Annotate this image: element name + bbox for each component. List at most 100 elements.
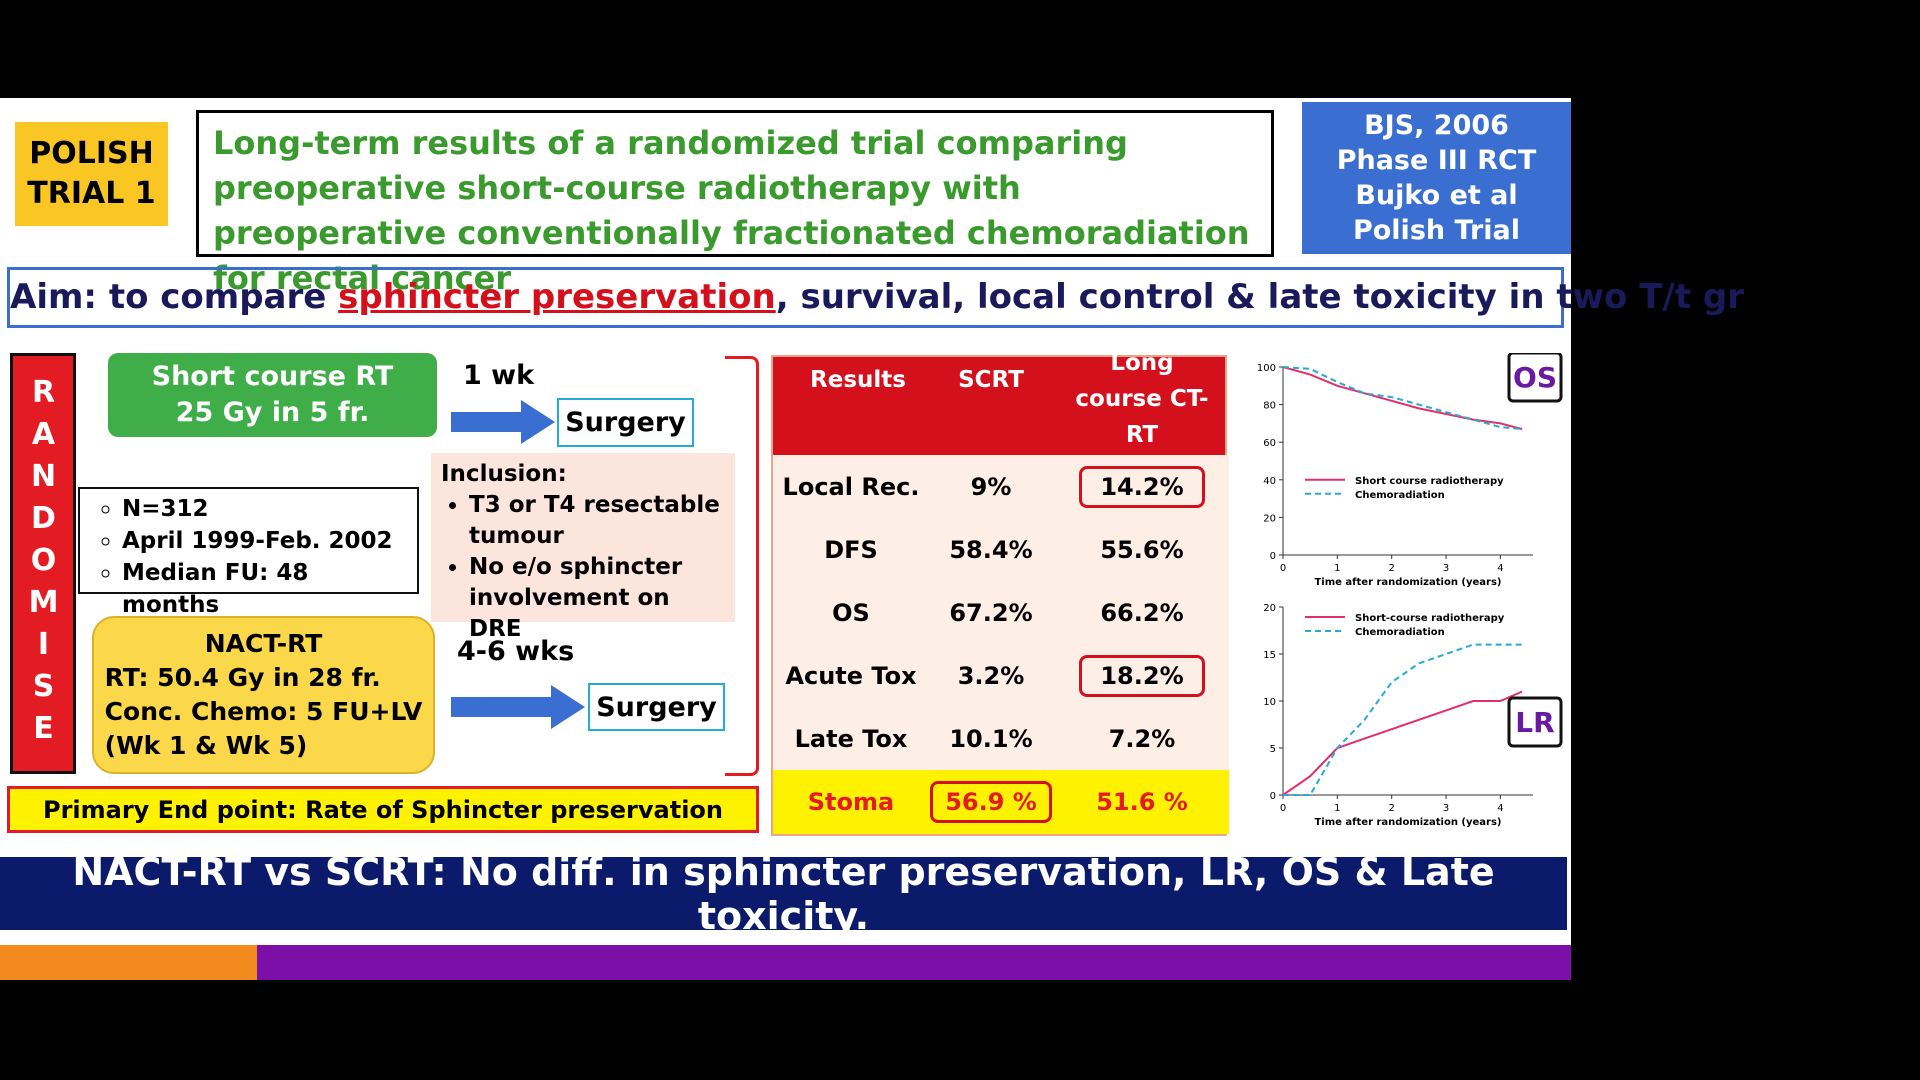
y-tick-label: 20 — [1263, 513, 1276, 524]
title: Long-term results of a randomized trial … — [196, 110, 1274, 297]
arm2: NACT-RT RT: 50.4 Gy in 28 fr. Conc. Chemo:… — [92, 616, 435, 774]
arm-line: (Wk 1 & Wk 5) — [104, 731, 308, 760]
y-tick-label: 60 — [1263, 438, 1276, 449]
os-chart: 0 20 40 60 80 100 0 1 2 3 4 Time after randomizatio… — [1257, 353, 1563, 588]
y-tick-label: 20 — [1263, 603, 1276, 614]
aim-text: , survival, local control & late toxicit… — [775, 277, 1745, 317]
legend-label: Chemoradiation — [1355, 627, 1445, 638]
randomise: RANDOMISE — [10, 353, 76, 774]
table-cell: 10.1% — [949, 724, 1033, 753]
inclusion-item: T3 or T4 resectable tumour — [469, 490, 725, 552]
slide: POLISH TRIAL 1 Long-term results of a ran… — [0, 98, 1744, 980]
y-tick-label: 15 — [1263, 650, 1276, 661]
population-item: April 1999-Feb. 2002 — [122, 525, 409, 557]
progress-bar — [257, 945, 1571, 980]
arrow-shape — [451, 400, 555, 444]
population-item: N=312 — [122, 493, 409, 525]
inclusion-item: No e/o sphincter involvement on DRE — [469, 552, 725, 645]
badge: POLISH TRIAL 1 — [15, 122, 168, 226]
x-axis-label: Time after randomization (years) — [1314, 817, 1501, 828]
arrow-shape — [451, 685, 585, 729]
y-tick-label: 10 — [1263, 697, 1276, 708]
series-line — [1282, 366, 1523, 431]
y-tick-label: 0 — [1270, 551, 1276, 562]
table-cell: 58.4% — [949, 535, 1033, 564]
table-cell: 3.2% — [957, 661, 1025, 690]
header-cell: Long course CT-RT — [1075, 350, 1209, 448]
x-tick-label: 2 — [1389, 563, 1395, 574]
surgery: Surgery — [557, 398, 694, 447]
arm-line: 25 Gy in 5 fr. — [175, 397, 370, 428]
table-cell: Acute Tox — [785, 661, 917, 690]
badge-line: TRIAL 1 — [27, 176, 156, 211]
table-cell: DFS — [824, 535, 878, 564]
y-tick-label: 0 — [1270, 791, 1276, 802]
x-tick-label: 3 — [1443, 803, 1449, 814]
source-line: Phase III RCT — [1336, 145, 1537, 176]
legend-label: Chemoradiation — [1355, 490, 1445, 501]
x-tick-label: 1 — [1334, 803, 1340, 814]
lr-chart: 0 5 10 15 20 0 1 2 3 4 Time after randomization (y… — [1263, 603, 1563, 828]
inclusion-title: Inclusion: — [441, 461, 567, 487]
x-tick-label: 2 — [1389, 803, 1395, 814]
results-table: Results SCRT Long course CT-RT Local Rec… — [771, 350, 1229, 836]
source-line: Bujko et al — [1355, 180, 1518, 211]
arm-line: NACT-RT — [204, 629, 323, 658]
endpoint: Primary End point: Rate of Sphincter pre… — [7, 786, 759, 833]
aim-text: Aim: to compare — [10, 277, 339, 317]
table-cell: 67.2% — [949, 598, 1033, 627]
source-line: BJS, 2006 — [1364, 110, 1509, 141]
chart-label: LR — [1515, 706, 1554, 739]
x-tick-label: 4 — [1497, 803, 1503, 814]
nav-bar[interactable] — [0, 945, 257, 980]
conclusion: NACT-RT vs SCRT: No diff. in sphincter p… — [0, 850, 1567, 938]
table-cell: 7.2% — [1108, 724, 1176, 753]
population-item: Median FU: 48 months — [122, 557, 409, 621]
table-cell: 9% — [970, 472, 1012, 501]
header-cell: SCRT — [958, 367, 1024, 393]
population: N=312April 1999-Feb. 2002Median FU: 48 m… — [78, 487, 419, 618]
table-cell: Late Tox — [794, 724, 908, 753]
source-line: Polish Trial — [1352, 215, 1521, 246]
table-cell: 55.6% — [1100, 535, 1184, 564]
table-cell: 66.2% — [1100, 598, 1184, 627]
x-tick-label: 4 — [1497, 563, 1503, 574]
aim-highlight: sphincter preservation — [338, 277, 776, 317]
y-tick-label: 100 — [1257, 363, 1276, 374]
y-tick-label: 80 — [1263, 401, 1276, 412]
arm1: Short course RT 25 Gy in 5 fr. — [108, 353, 437, 437]
table-cell: 18.2% — [1079, 654, 1205, 697]
x-tick-label: 1 — [1334, 563, 1340, 574]
y-tick-label: 5 — [1270, 744, 1276, 755]
table-header — [773, 357, 1225, 455]
inclusion: Inclusion: T3 or T4 resectable tumourNo … — [431, 453, 735, 642]
table-cell: Local Rec. — [782, 472, 920, 501]
legend-label: Short course radiotherapy — [1355, 476, 1504, 487]
table-cell: Stoma — [807, 788, 895, 816]
series-line — [1282, 690, 1523, 796]
arm-line: RT: 50.4 Gy in 28 fr. — [104, 663, 381, 692]
table-row — [773, 518, 1229, 583]
x-axis-label: Time after randomization (years) — [1314, 577, 1501, 588]
header-cell: Results — [810, 367, 906, 393]
series-line — [1282, 366, 1523, 431]
y-tick-label: 40 — [1263, 476, 1276, 487]
table-cell: OS — [832, 598, 870, 627]
arrow — [451, 685, 585, 729]
interval: 1 wk — [463, 360, 535, 391]
chart-label-box — [1507, 353, 1563, 403]
arm-line: Conc. Chemo: 5 FU+LV — [104, 697, 423, 726]
source: BJS, 2006 Phase III RCT Bujko et al Polish … — [1302, 102, 1571, 254]
x-tick-label: 0 — [1280, 803, 1286, 814]
bracket — [725, 356, 759, 776]
surgery: Surgery — [588, 683, 725, 731]
table-cell: 51.6 % — [1096, 788, 1188, 816]
chart-label: OS — [1513, 361, 1557, 394]
badge-line: POLISH — [29, 136, 154, 171]
chart-label-box — [1507, 696, 1563, 748]
legend-label: Short-course radiotherapy — [1355, 613, 1505, 624]
interval: 4-6 wks — [457, 636, 575, 667]
x-tick-label: 3 — [1443, 563, 1449, 574]
x-tick-label: 0 — [1280, 563, 1286, 574]
